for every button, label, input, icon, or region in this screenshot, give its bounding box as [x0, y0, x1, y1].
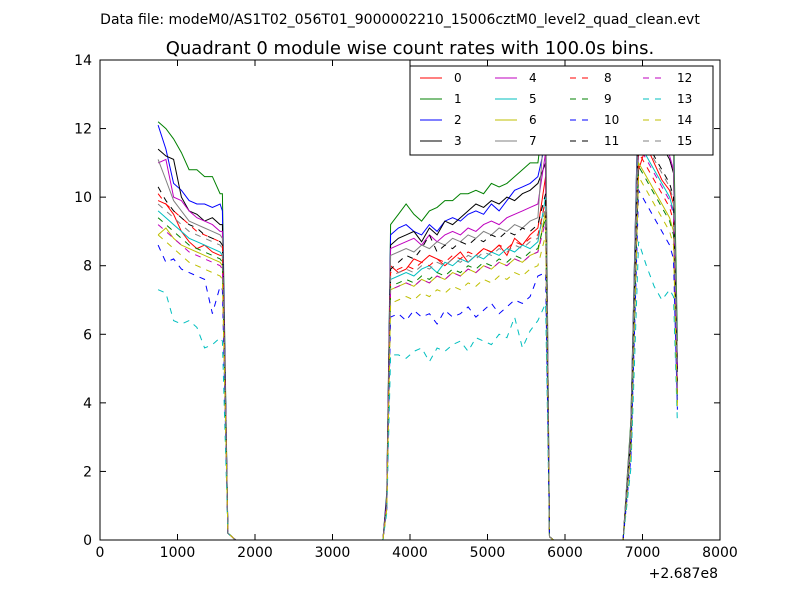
legend-frame [409, 65, 714, 156]
y-tick-label: 6 [83, 327, 92, 343]
legend-label-3: 3 [454, 134, 462, 148]
series-line-14 [157, 174, 678, 541]
legend-label-6: 6 [529, 113, 537, 127]
y-tick-label: 2 [83, 464, 92, 480]
x-tick-label: 0 [96, 545, 105, 561]
x-tick-label: 7000 [625, 545, 661, 561]
series-line-11 [157, 126, 678, 541]
x-tick-label: 6000 [547, 545, 583, 561]
series-line-3 [157, 102, 678, 541]
legend-label-10: 10 [604, 113, 619, 127]
legend-label-9: 9 [604, 92, 612, 106]
series-line-9 [157, 164, 678, 541]
plot-area: 0 1000 2000 3000 4000 5000 6000 7000 8000 0 2 4 6 8 1… [74, 53, 738, 561]
series-line-12 [157, 143, 678, 541]
series-line-5 [157, 140, 678, 541]
x-tick-label: 2000 [237, 545, 273, 561]
series-line-15 [157, 130, 678, 541]
legend-label-1: 1 [454, 92, 462, 106]
legend-label-2: 2 [454, 113, 462, 127]
y-tick-label: 0 [83, 533, 92, 549]
series-line-8 [157, 150, 678, 541]
legend-label-5: 5 [529, 92, 537, 106]
series-line-6 [157, 161, 678, 541]
series-line-0 [157, 144, 678, 541]
y-tick-label: 8 [83, 259, 92, 275]
y-tick-label: 10 [74, 190, 92, 206]
y-tick-label: 14 [74, 53, 92, 69]
legend-label-11: 11 [604, 134, 619, 148]
legend-label-7: 7 [529, 134, 537, 148]
series-line-13 [157, 241, 678, 541]
series-line-10 [157, 188, 678, 541]
legend-label-4: 4 [529, 71, 537, 85]
chart-title: Quadrant 0 module wise count rates with … [166, 38, 655, 59]
legend-label-15: 15 [677, 134, 692, 148]
y-tick-label: 12 [74, 122, 92, 138]
legend-label-13: 13 [677, 92, 692, 106]
y-tick-label: 4 [83, 396, 92, 412]
x-tick-label: 4000 [392, 545, 428, 561]
x-axis: 0 1000 2000 3000 4000 5000 6000 7000 8000 [96, 60, 738, 561]
legend-label-8: 8 [604, 71, 612, 85]
x-offset-label: +2.687e8 [649, 566, 718, 582]
suptitle: Data file: modeM0/AS1T02_056T01_90000022… [100, 12, 700, 28]
legend-label-14: 14 [677, 113, 692, 127]
x-tick-label: 8000 [702, 545, 738, 561]
x-tick-label: 1000 [160, 545, 196, 561]
series-line-4 [157, 99, 678, 541]
x-tick-label: 5000 [470, 545, 506, 561]
x-tick-label: 3000 [315, 545, 351, 561]
legend-label-12: 12 [677, 71, 692, 85]
legend-label-0: 0 [454, 71, 462, 85]
